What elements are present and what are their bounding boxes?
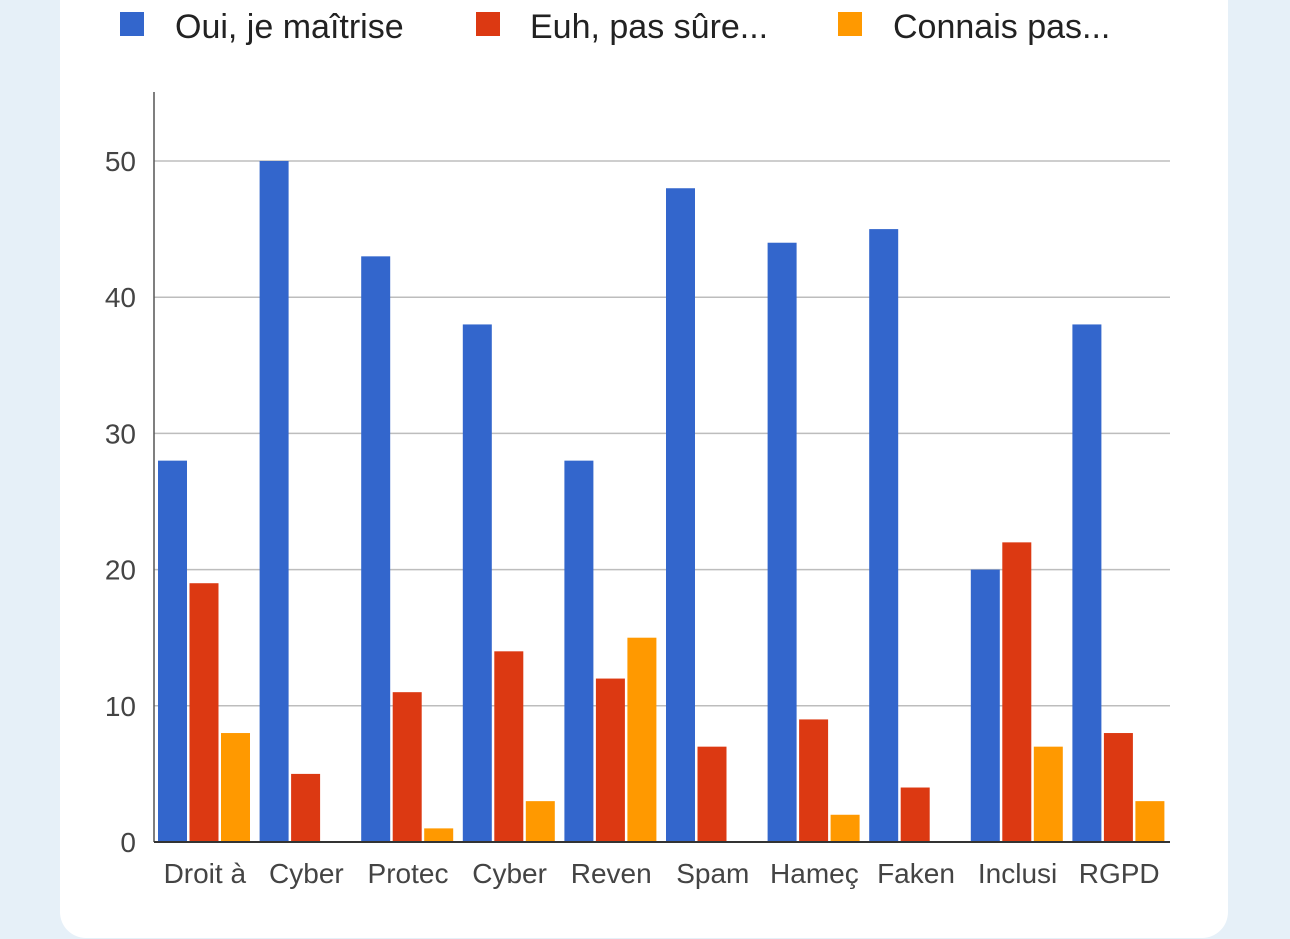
y-tick-label: 40 <box>105 282 136 313</box>
x-category-label: Droit à <box>164 858 247 889</box>
bar <box>564 460 594 842</box>
legend-label: Euh, pas sûre... <box>530 8 768 46</box>
bar <box>221 733 250 842</box>
x-category-label: Spam <box>676 858 749 889</box>
bar <box>424 828 454 842</box>
x-category-label: RGPD <box>1079 858 1160 889</box>
bar <box>1072 324 1102 842</box>
bar <box>291 773 321 842</box>
legend-swatch <box>838 12 862 36</box>
x-category-label: Cyber <box>472 858 547 889</box>
bar <box>697 746 727 842</box>
y-axis-ticks: 0 10 20 30 40 50 <box>105 146 136 858</box>
bar <box>1033 746 1063 842</box>
bar <box>525 801 555 842</box>
y-tick-label: 30 <box>105 418 136 449</box>
bar <box>666 188 695 843</box>
bar <box>1135 801 1165 842</box>
bar <box>830 814 860 842</box>
legend-swatch <box>476 12 500 36</box>
x-category-label: Inclusi <box>978 858 1057 889</box>
x-category-label: Cyber <box>269 858 344 889</box>
bar <box>361 256 391 843</box>
legend-label: Connais pas... <box>893 8 1110 46</box>
x-category-label: Reven <box>571 858 652 889</box>
bar <box>494 651 524 842</box>
bar <box>799 719 829 842</box>
bar <box>900 787 930 842</box>
x-axis-labels: Droit à Cyber Protec Cyber Reven Spam Hameç Fak… <box>164 858 1160 889</box>
bar <box>259 161 289 842</box>
bars <box>158 161 1165 843</box>
bar <box>462 324 492 842</box>
bar <box>869 229 899 843</box>
bar <box>158 460 187 842</box>
bar <box>189 583 219 842</box>
y-tick-label: 0 <box>120 827 136 858</box>
legend-swatch <box>120 12 144 36</box>
x-category-label: Faken <box>877 858 955 889</box>
bar <box>1002 542 1032 842</box>
y-tick-label: 10 <box>105 691 136 722</box>
y-tick-label: 20 <box>105 555 136 586</box>
bar <box>595 678 625 842</box>
bar <box>970 569 1000 842</box>
bar <box>392 692 422 842</box>
legend: Oui, je maîtrise Euh, pas sûre... Connais … <box>120 8 1110 46</box>
bar <box>1103 733 1133 842</box>
axes <box>153 92 1170 843</box>
x-category-label: Hameç <box>770 858 859 889</box>
bar <box>627 637 657 842</box>
bar <box>767 242 797 843</box>
legend-label: Oui, je maîtrise <box>175 8 404 46</box>
y-tick-label: 50 <box>105 146 136 177</box>
x-category-label: Protec <box>368 858 449 889</box>
gridlines <box>154 160 1170 707</box>
